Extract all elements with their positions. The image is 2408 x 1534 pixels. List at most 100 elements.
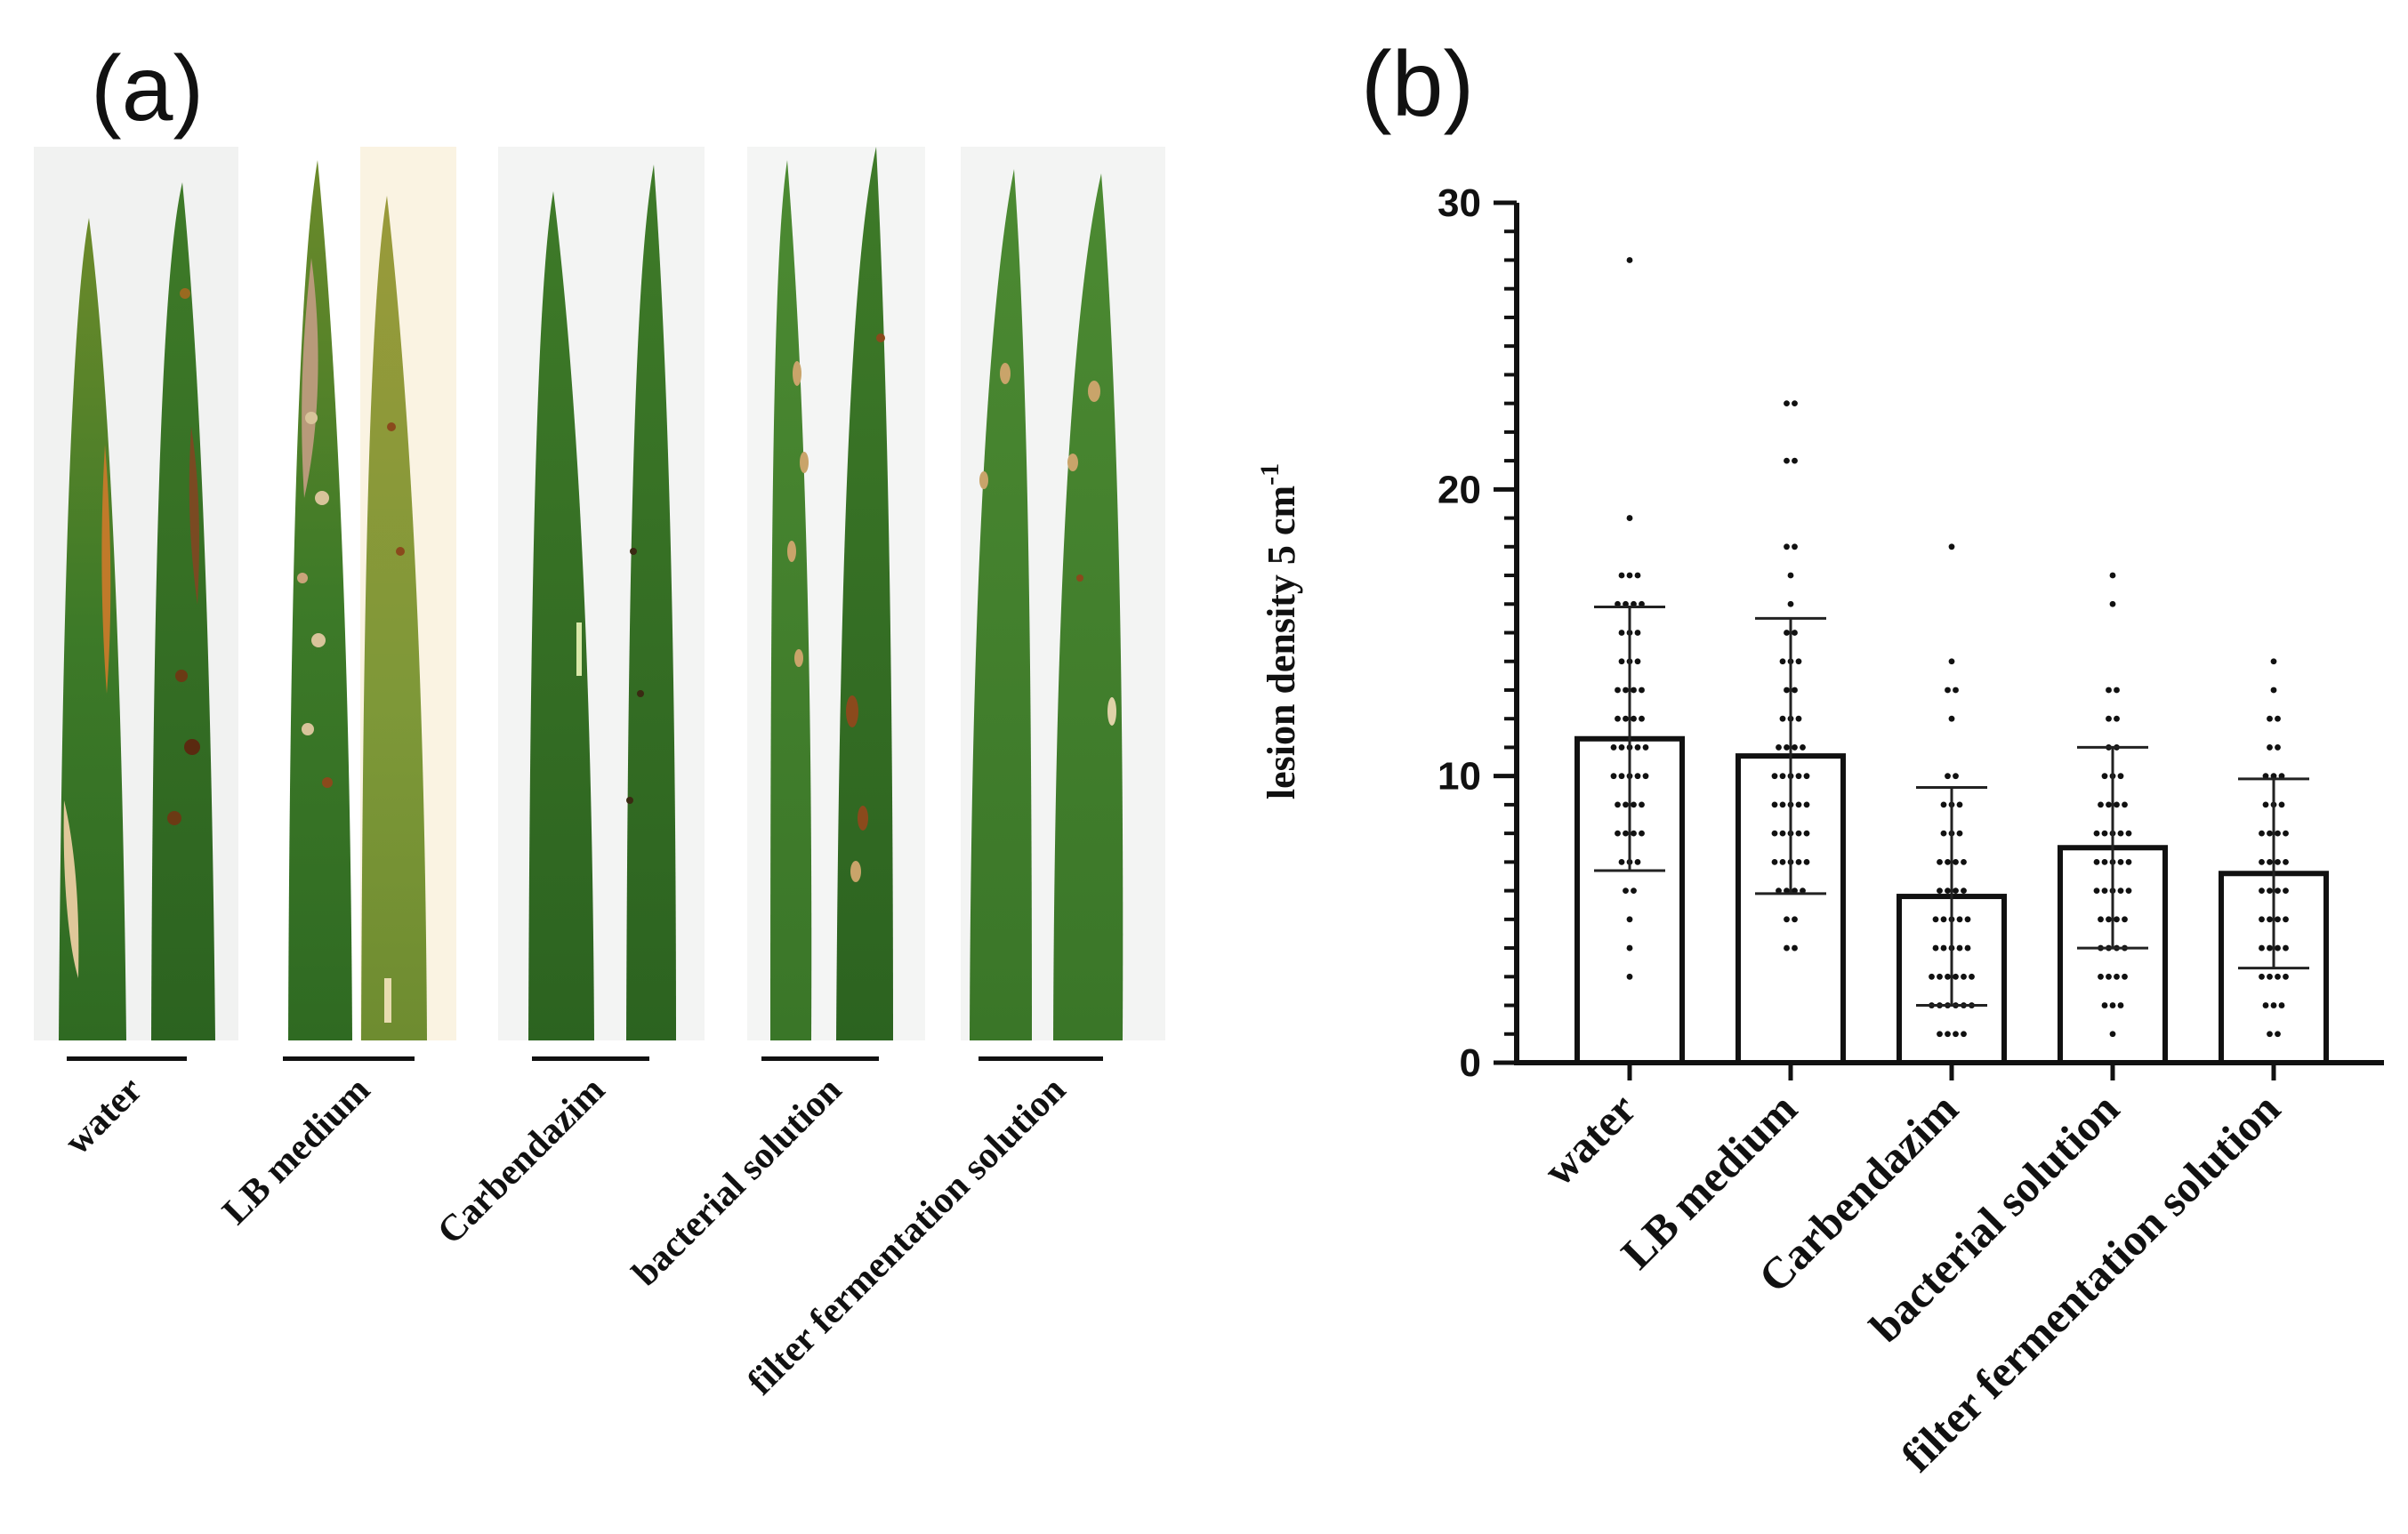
data-point — [1932, 916, 1939, 923]
data-point — [1779, 715, 1786, 722]
data-point — [1626, 257, 1633, 263]
data-point — [1932, 944, 1939, 952]
data-point — [1623, 687, 1629, 694]
data-point — [2267, 1031, 2273, 1038]
y-axis-title: lesion density 5 cm-1 — [1255, 463, 1303, 799]
data-point — [1948, 658, 1955, 665]
data-point — [1634, 630, 1641, 636]
leaf-photo-filter-fermentation — [961, 147, 1165, 1040]
data-point — [2114, 687, 2120, 694]
data-point — [1776, 887, 1782, 894]
data-point — [1771, 858, 1778, 865]
data-point — [2122, 973, 2128, 980]
leaf-scale-bar-bacterial-solution — [761, 1056, 879, 1061]
data-point — [1626, 973, 1633, 980]
data-point — [1623, 830, 1629, 837]
data-point — [1800, 744, 1806, 751]
data-point — [2270, 1002, 2277, 1008]
data-point — [1623, 887, 1629, 894]
data-point — [2267, 973, 2273, 980]
y-tick-label: 30 — [1438, 181, 1481, 225]
data-point — [1634, 773, 1641, 780]
leaf-scale-bar-lb-medium — [283, 1056, 415, 1061]
data-point — [2259, 830, 2265, 837]
data-point — [1776, 744, 1782, 751]
data-point — [1948, 543, 1955, 550]
data-point — [2101, 1002, 2108, 1008]
data-point — [1945, 773, 1951, 780]
data-point — [2093, 858, 2100, 865]
data-point — [1929, 973, 1935, 980]
data-point — [1953, 973, 1959, 980]
data-point — [1969, 973, 1975, 980]
data-point — [2106, 801, 2112, 808]
data-point — [1953, 773, 1959, 780]
data-point — [1940, 830, 1947, 837]
leaf-photo-water — [34, 147, 238, 1040]
data-point — [1615, 801, 1621, 808]
data-point — [2117, 830, 2124, 837]
leaf-scale-bar-filter-fermentation — [979, 1056, 1103, 1061]
data-point — [2101, 887, 2108, 894]
data-point — [1945, 687, 1951, 694]
data-point — [1784, 630, 1790, 636]
data-point — [1634, 658, 1641, 665]
data-point — [1792, 944, 1798, 952]
data-point — [1771, 830, 1778, 837]
data-point — [1953, 887, 1959, 894]
data-point — [1792, 543, 1798, 550]
data-point — [1634, 572, 1641, 579]
data-point — [2101, 773, 2108, 780]
data-point — [2283, 944, 2289, 952]
data-point — [1626, 572, 1633, 579]
data-point — [2093, 830, 2100, 837]
data-point — [2267, 887, 2273, 894]
data-point — [1953, 1031, 1959, 1038]
leaf-scale-bar-carbendazim — [532, 1056, 649, 1061]
leaf-scale-bar-water — [67, 1056, 187, 1061]
data-point — [2106, 687, 2112, 694]
data-point — [2114, 916, 2120, 923]
data-point — [1956, 916, 1963, 923]
data-point — [2117, 887, 2124, 894]
data-point — [2098, 801, 2104, 808]
data-point — [1940, 916, 1947, 923]
data-point — [2109, 600, 2116, 607]
data-point — [2278, 1002, 2285, 1008]
data-point — [1618, 658, 1625, 665]
data-point — [1642, 744, 1649, 751]
data-point — [1795, 801, 1802, 808]
data-point — [2259, 973, 2265, 980]
data-point — [2267, 858, 2273, 865]
data-point — [1787, 572, 1794, 579]
data-point — [2125, 887, 2132, 894]
data-point — [1615, 687, 1621, 694]
data-point — [1961, 858, 1967, 865]
data-point — [1771, 773, 1778, 780]
data-point — [2275, 1031, 2281, 1038]
data-point — [1940, 801, 1947, 808]
data-point — [1945, 858, 1951, 865]
data-point — [1784, 687, 1790, 694]
data-point — [1803, 830, 1810, 837]
data-point — [1779, 858, 1786, 865]
data-point — [1639, 715, 1645, 722]
leaf-photo-bacterial-solution — [747, 147, 925, 1040]
data-point — [1615, 830, 1621, 837]
data-point — [1940, 944, 1947, 952]
data-point — [1792, 400, 1798, 407]
data-point — [2270, 773, 2277, 780]
x-category-label: water — [1534, 1083, 1646, 1195]
leaf-label-bacterial-solution: bacterial solution — [624, 1070, 850, 1295]
data-point — [1937, 887, 1943, 894]
data-point — [1618, 572, 1625, 579]
data-point — [1945, 1031, 1951, 1038]
data-point — [2275, 887, 2281, 894]
data-point — [2259, 916, 2265, 923]
data-point — [2259, 887, 2265, 894]
data-point — [1948, 715, 1955, 722]
data-point — [2283, 973, 2289, 980]
data-point — [1945, 887, 1951, 894]
data-point — [1642, 773, 1649, 780]
